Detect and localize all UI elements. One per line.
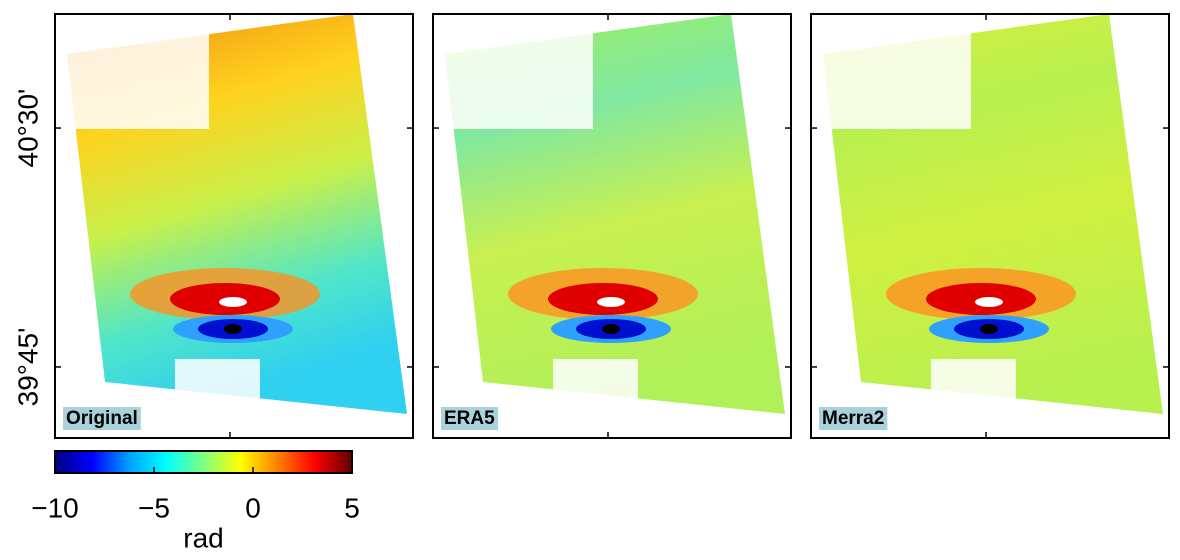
- panel-label: ERA5: [444, 408, 495, 429]
- no-data: [59, 24, 209, 129]
- core: [224, 324, 242, 334]
- no-data: [443, 24, 593, 129]
- hole: [975, 297, 1003, 307]
- colorbar-tick-label: 5: [344, 492, 360, 523]
- panel-label-bg: [441, 407, 499, 431]
- no-data: [553, 359, 638, 438]
- no-data: [821, 24, 971, 129]
- map-panel: Merra2: [810, 13, 1170, 439]
- frame: [432, 13, 792, 439]
- core: [602, 324, 620, 334]
- colorbar-tick-label: −5: [138, 492, 170, 523]
- hole: [219, 297, 247, 307]
- y-tick-label: 40°30': [12, 89, 43, 168]
- map-panel: ERA5: [432, 13, 792, 439]
- panel-label-bg: [63, 407, 141, 431]
- hole: [597, 297, 625, 307]
- frame: [810, 13, 1170, 439]
- colorbar: [54, 450, 353, 474]
- panel-label: Original: [66, 408, 138, 429]
- panel-label-bg: [819, 407, 888, 431]
- core: [980, 324, 998, 334]
- colorbar-tick-label: −10: [31, 492, 79, 523]
- panel-label: Merra2: [822, 408, 884, 429]
- no-data: [931, 359, 1016, 438]
- map-panel: Original: [54, 13, 414, 439]
- y-tick-label: 39°45': [12, 328, 43, 407]
- colorbar-tick-label: 0: [245, 492, 261, 523]
- frame: [54, 13, 414, 439]
- colorbar-label: rad: [183, 522, 223, 553]
- no-data: [175, 359, 260, 438]
